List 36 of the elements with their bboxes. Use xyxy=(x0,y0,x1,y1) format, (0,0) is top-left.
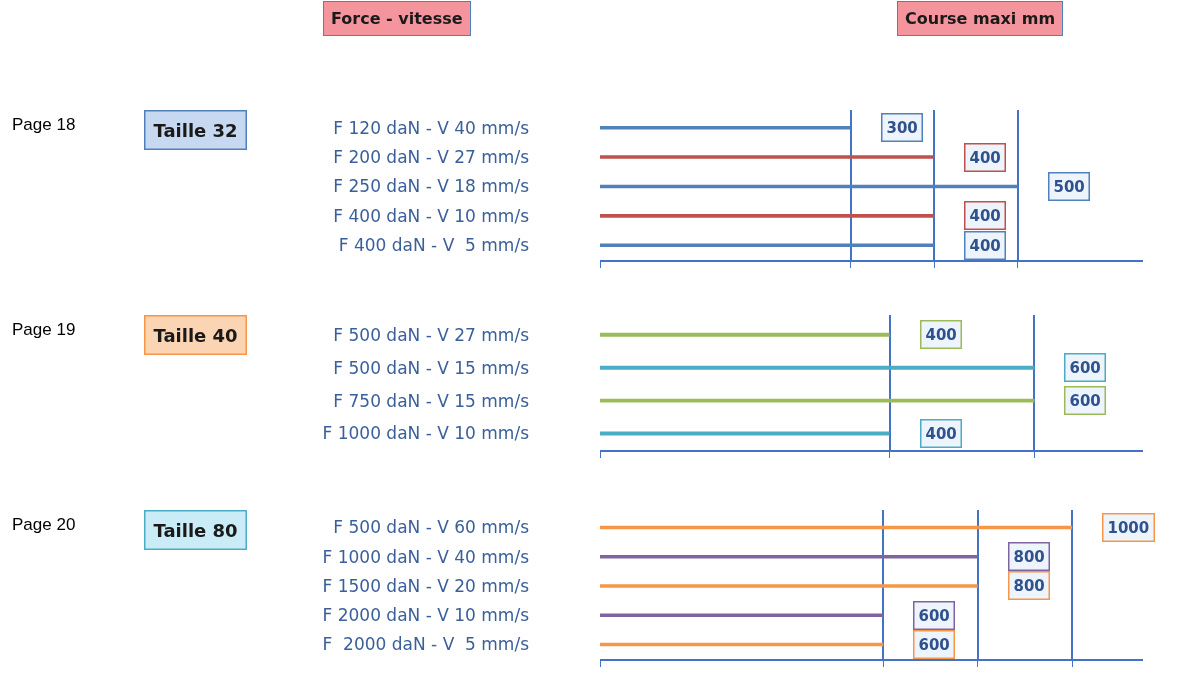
text: Page 20 xyxy=(12,515,76,534)
data-label: 600 xyxy=(918,606,950,625)
text: Page 18 xyxy=(12,115,76,134)
y-tick-label: F 500 daN - V 27 mm/s xyxy=(333,324,530,345)
data-label: 400 xyxy=(925,424,957,443)
text: Page 19 xyxy=(12,320,76,339)
y-tick-label: F 200 daN - V 27 mm/s xyxy=(333,147,530,168)
data-label: 400 xyxy=(925,325,957,344)
data-label: 800 xyxy=(1013,547,1045,566)
data-label: 1000 xyxy=(1107,518,1150,537)
data-label: 600 xyxy=(1069,391,1101,410)
data-label: 400 xyxy=(969,236,1001,255)
y-tick-label: F 500 daN - V 60 mm/s xyxy=(333,517,530,538)
y-tick-label: F 250 daN - V 18 mm/s xyxy=(333,176,530,197)
y-tick-label: F 1500 daN - V 20 mm/s xyxy=(322,575,530,596)
y-tick-label: F 500 daN - V 15 mm/s xyxy=(333,357,530,378)
text: Taille 80 xyxy=(153,519,238,541)
y-tick-label: F 400 daN - V 5 mm/s xyxy=(338,235,530,256)
data-label: 500 xyxy=(1053,177,1085,196)
data-label: 400 xyxy=(969,206,1001,225)
y-axis-title: Force - vitesse xyxy=(331,9,463,28)
y-tick-label: F 2000 daN - V 5 mm/s xyxy=(322,634,530,655)
y-tick-label: F 1000 daN - V 10 mm/s xyxy=(322,423,530,444)
data-label: 300 xyxy=(886,118,918,137)
y-tick-label: F 120 daN - V 40 mm/s xyxy=(333,117,530,138)
text: Taille 32 xyxy=(153,119,238,141)
x-axis-title: Course maxi mm xyxy=(905,9,1056,28)
y-tick-label: F 750 daN - V 15 mm/s xyxy=(333,390,530,411)
data-label: 800 xyxy=(1013,576,1045,595)
y-tick-label: F 2000 daN - V 10 mm/s xyxy=(322,605,530,626)
data-label: 600 xyxy=(918,635,950,654)
text: Taille 40 xyxy=(153,324,238,346)
y-tick-label: F 1000 daN - V 40 mm/s xyxy=(322,546,530,567)
y-tick-label: F 400 daN - V 10 mm/s xyxy=(333,205,530,226)
data-label: 400 xyxy=(969,148,1001,167)
data-label: 600 xyxy=(1069,358,1101,377)
